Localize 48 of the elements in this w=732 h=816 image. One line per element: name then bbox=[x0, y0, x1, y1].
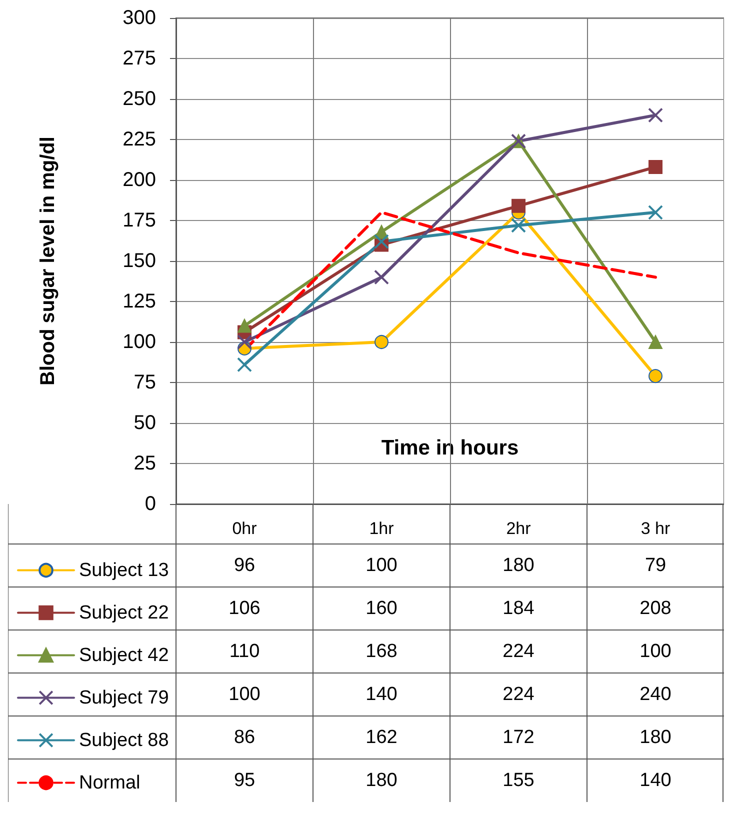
y-tick-label: 50 bbox=[134, 412, 156, 434]
y-tick-label: 275 bbox=[122, 48, 156, 70]
legend-label: Subject 42 bbox=[79, 644, 169, 666]
y-tick-label: 200 bbox=[122, 169, 156, 191]
y-tick-label: 100 bbox=[122, 331, 156, 353]
data-label: 208 bbox=[640, 598, 672, 619]
data-label: 140 bbox=[640, 770, 672, 791]
x-tick-label: 2hr bbox=[506, 519, 532, 538]
data-label: 224 bbox=[502, 684, 535, 705]
data-label: 95 bbox=[234, 770, 256, 791]
data-label: 240 bbox=[640, 684, 672, 705]
y-tick-label: 225 bbox=[122, 128, 156, 150]
data-label: 180 bbox=[366, 770, 398, 791]
y-tick-label: 300 bbox=[122, 7, 156, 29]
data-label: 155 bbox=[502, 770, 534, 791]
y-tick-label: 250 bbox=[122, 88, 156, 110]
data-label: 168 bbox=[366, 641, 398, 662]
data-label: 160 bbox=[366, 598, 398, 619]
y-tick-label: 25 bbox=[134, 452, 156, 474]
data-label: 180 bbox=[502, 555, 534, 576]
data-label: 100 bbox=[228, 684, 260, 705]
y-tick-label: 150 bbox=[122, 250, 156, 272]
data-label: 172 bbox=[502, 727, 534, 748]
data-label: 110 bbox=[229, 641, 260, 662]
y-tick-label: 125 bbox=[122, 290, 156, 312]
data-label: 79 bbox=[644, 555, 666, 576]
data-label: 106 bbox=[228, 598, 260, 619]
y-axis-title: Blood sugar level in mg/dl bbox=[37, 136, 59, 386]
data-label: 100 bbox=[640, 641, 672, 662]
legend-label: Subject 13 bbox=[79, 560, 169, 581]
data-label: 184 bbox=[502, 598, 535, 619]
y-tick-label: 0 bbox=[144, 493, 156, 515]
data-label: 140 bbox=[366, 684, 398, 705]
data-label: 96 bbox=[234, 555, 256, 576]
y-tick-label: 175 bbox=[122, 210, 156, 232]
x-tick-label: 3 hr bbox=[640, 519, 670, 538]
x-tick-label: 1hr bbox=[369, 519, 394, 538]
legend-label: Subject 79 bbox=[79, 687, 169, 708]
legend-label: Subject 22 bbox=[79, 602, 169, 624]
y-tick-label: 75 bbox=[134, 372, 156, 394]
legend-label: Normal bbox=[79, 772, 140, 794]
data-label: 224 bbox=[502, 641, 535, 662]
data-label: 86 bbox=[234, 727, 256, 748]
legend-label: Subject 88 bbox=[79, 730, 169, 751]
data-label: 162 bbox=[366, 727, 398, 748]
data-label: 180 bbox=[640, 727, 672, 748]
data-label: 100 bbox=[366, 555, 398, 576]
x-tick-label: 0hr bbox=[232, 519, 258, 538]
